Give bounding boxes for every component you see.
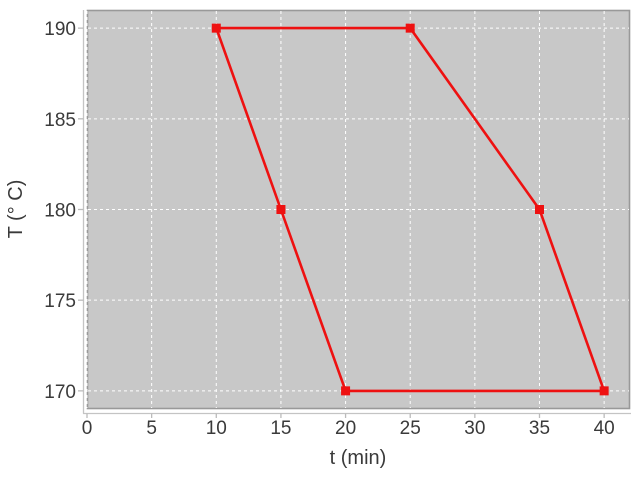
x-tick-label: 0	[82, 418, 93, 439]
x-axis-title: t (min)	[330, 447, 387, 469]
x-tick-label: 10	[206, 418, 227, 439]
data-point-marker	[276, 205, 286, 214]
data-point-marker	[211, 23, 221, 33]
axis-decorations	[78, 10, 631, 418]
x-tick-label: 25	[400, 418, 421, 439]
y-tick-label: 185	[44, 110, 76, 131]
data-point-marker	[341, 386, 351, 396]
data-point-marker	[599, 386, 609, 396]
x-tick-label: 40	[594, 418, 615, 439]
data-point-marker	[535, 205, 544, 214]
x-tick-label: 15	[270, 418, 291, 439]
x-tick-label: 35	[529, 418, 550, 439]
data-point-marker	[405, 23, 415, 33]
y-tick-label: 175	[44, 291, 76, 312]
y-tick-label: 190	[44, 19, 76, 40]
y-tick-label: 180	[44, 201, 76, 222]
x-tick-label: 20	[335, 418, 356, 439]
x-tick-label: 5	[146, 418, 157, 439]
y-axis-title: T (° C)	[5, 180, 27, 239]
x-tick-label: 30	[464, 418, 485, 439]
data-series	[211, 23, 609, 396]
y-tick-label: 170	[44, 382, 76, 403]
tick-labels: 0 5 10 15 20 25 30 35 40 170 175 180 185 190	[44, 19, 614, 439]
